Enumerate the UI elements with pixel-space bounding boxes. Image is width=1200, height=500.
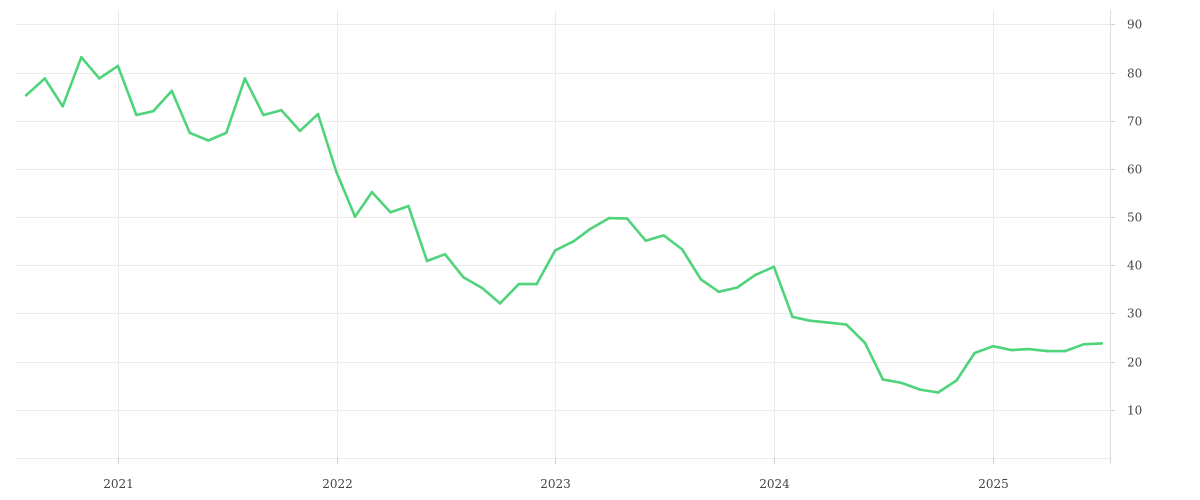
data-point	[1010, 348, 1013, 352]
data-point	[1082, 343, 1085, 346]
y-tick-label: 30	[1127, 307, 1142, 321]
y-tick-label: 80	[1127, 67, 1142, 81]
data-point	[517, 282, 520, 286]
series-line	[24, 55, 1103, 394]
data-point	[298, 129, 302, 133]
x-tick-label: 2025	[978, 477, 1009, 491]
data-point	[43, 77, 47, 80]
data-point	[407, 204, 410, 208]
data-point	[918, 388, 922, 391]
data-point	[662, 234, 665, 237]
data-point	[535, 282, 538, 286]
data-point	[1045, 349, 1049, 353]
data-point	[991, 344, 995, 348]
y-tick-label: 10	[1127, 404, 1142, 418]
y-tick-label: 50	[1127, 211, 1142, 225]
data-point	[389, 211, 392, 214]
data-point	[680, 248, 684, 251]
data-point	[607, 216, 611, 220]
x-tick-label: 2024	[759, 477, 790, 491]
data-point	[262, 113, 265, 117]
tick-labels: 10 20 30 40 50 60 70 80 90 2021 2022 2023 2024 2025	[103, 18, 1142, 492]
y-tick-label: 70	[1127, 115, 1142, 129]
series-layer	[24, 55, 1103, 394]
data-point	[207, 139, 210, 142]
data-point	[589, 227, 592, 230]
x-tick-label: 2021	[103, 477, 134, 491]
data-point	[170, 89, 174, 93]
data-point	[1063, 349, 1067, 353]
data-point	[900, 381, 903, 385]
y-tick-label: 40	[1127, 259, 1142, 273]
data-point	[644, 239, 647, 242]
data-point	[225, 131, 228, 135]
data-point	[335, 171, 338, 174]
data-point	[116, 64, 120, 68]
axes	[118, 10, 1115, 464]
data-point	[462, 276, 465, 279]
x-tick-label: 2023	[540, 477, 571, 491]
data-point	[498, 302, 502, 305]
data-point	[754, 273, 757, 277]
y-tick-label: 20	[1127, 356, 1142, 370]
data-point	[572, 239, 576, 243]
data-point	[61, 105, 64, 108]
data-point	[24, 94, 28, 97]
data-point	[772, 265, 776, 269]
data-point	[808, 319, 812, 323]
data-point	[353, 215, 357, 218]
data-point	[973, 351, 976, 355]
data-point	[845, 323, 848, 326]
data-point	[936, 391, 940, 394]
data-point	[827, 321, 830, 324]
data-point	[791, 315, 794, 319]
data-point	[98, 77, 101, 80]
y-tick-label: 60	[1127, 163, 1142, 177]
data-point	[1027, 347, 1030, 351]
data-point	[243, 77, 247, 80]
data-point	[425, 259, 429, 263]
data-point	[188, 131, 191, 135]
data-point	[1100, 342, 1103, 345]
y-tick-label: 90	[1127, 18, 1142, 32]
x-tick-label: 2022	[322, 477, 353, 491]
data-point	[316, 112, 320, 116]
data-point	[625, 217, 629, 220]
data-point	[280, 108, 283, 112]
data-point	[699, 278, 703, 281]
grid	[16, 10, 1110, 459]
data-point	[80, 55, 83, 59]
data-point	[135, 113, 138, 117]
data-point	[480, 286, 484, 290]
data-point	[955, 379, 958, 382]
data-point	[863, 341, 867, 345]
data-point	[881, 378, 885, 381]
data-point	[736, 286, 739, 289]
data-point	[717, 290, 721, 294]
data-point	[151, 109, 155, 113]
data-point	[443, 252, 447, 256]
data-point	[553, 249, 557, 252]
data-point	[370, 190, 374, 194]
